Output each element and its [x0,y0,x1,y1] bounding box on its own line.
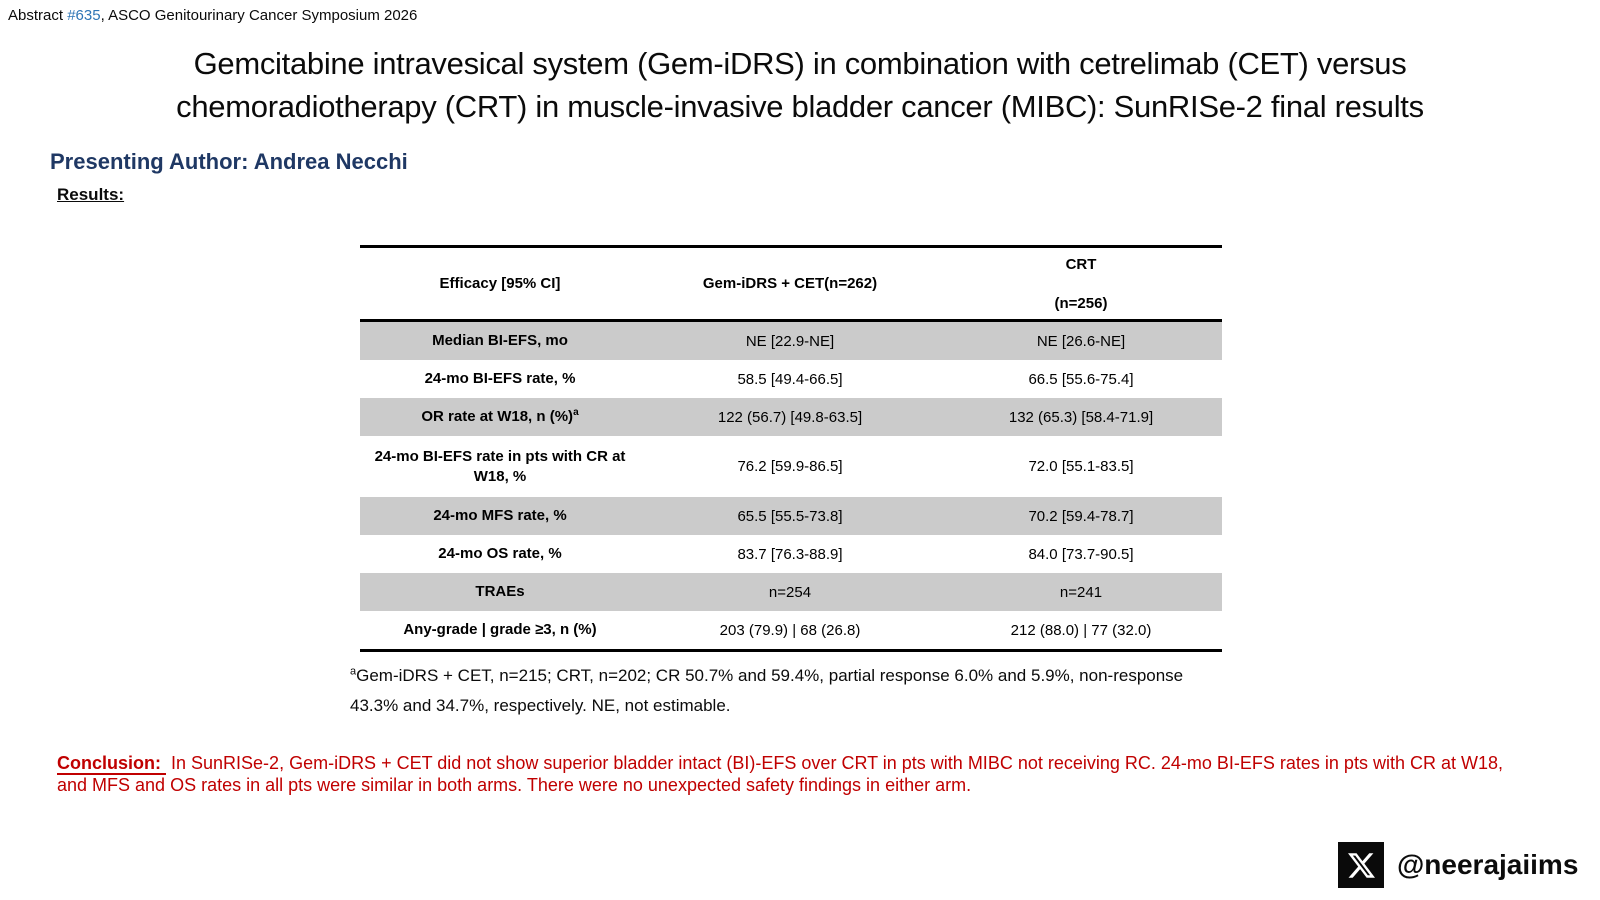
crt-value: NE [26.6-NE] [1036,332,1126,350]
conclusion: Conclusion: In SunRISe-2, Gem-iDRS + CET… [57,752,1515,796]
gem-value: 65.5 [55.5-73.8] [737,507,843,525]
row-label: 24-mo MFS rate, % [433,507,567,524]
table-body: Median BI-EFS, mo NE [22.9-NE] NE [26.6-… [360,322,1222,652]
gem-value: 203 (79.9) | 68 (26.8) [719,621,861,639]
title-line-2: chemoradiotherapy (CRT) in muscle-invasi… [176,89,1424,124]
x-logo-icon [1347,852,1375,878]
conclusion-label: Conclusion: [57,753,166,775]
abstract-reference: Abstract #635, ASCO Genitourinary Cancer… [8,7,417,24]
row-label: 24-mo OS rate, % [438,545,562,562]
gem-value: 83.7 [76.3-88.9] [737,545,843,563]
header-cell-crt: CRT (n=256) [940,248,1222,319]
x-logo-badge [1338,842,1384,888]
crt-value: 132 (65.3) [58.4-71.9] [1008,408,1154,426]
social-handle-block: @neerajaiims [1338,842,1578,888]
twitter-handle: @neerajaiims [1397,849,1579,880]
page-title: Gemcitabine intravesical system (Gem-iDR… [0,42,1600,128]
results-heading: Results: [57,185,125,204]
crt-value: 84.0 [73.7-90.5] [1028,545,1134,563]
header-cell-crt-line1: CRT [1065,255,1097,273]
abstract-suffix: , ASCO Genitourinary Cancer Symposium 20… [100,7,418,24]
gem-value: NE [22.9-NE] [745,332,835,350]
gem-value: 58.5 [49.4-66.5] [737,370,843,388]
gem-value: 76.2 [59.9-86.5] [737,458,843,475]
header-cell-crt-line2: (n=256) [1054,294,1108,312]
table-row: 24-mo BI-EFS rate, % 58.5 [49.4-66.5] 66… [360,360,1222,398]
table-header-row: Efficacy [95% CI] Gem-iDRS + CET(n=262) … [360,245,1222,322]
table-row: OR rate at W18, n (%)a 122 (56.7) [49.8-… [360,398,1222,436]
crt-value: 212 (88.0) | 77 (32.0) [1010,621,1152,639]
results-table: Efficacy [95% CI] Gem-iDRS + CET(n=262) … [360,245,1222,652]
header-cell-efficacy-label: Efficacy [95% CI] [439,275,561,292]
crt-value: 70.2 [59.4-78.7] [1028,507,1134,525]
presenting-author: Presenting Author: Andrea Necchi [50,149,408,174]
table-row: 24-mo OS rate, % 83.7 [76.3-88.9] 84.0 [… [360,535,1222,573]
row-label: Median BI-EFS, mo [432,332,568,349]
row-label: 24-mo BI-EFS rate in pts with CR at W18,… [374,447,626,485]
abstract-number-link[interactable]: #635 [67,7,101,24]
header-cell-gem: Gem-iDRS + CET(n=262) [640,248,940,319]
crt-value: 72.0 [55.1-83.5] [1028,458,1134,475]
gem-value: n=254 [768,583,812,601]
table-row: Median BI-EFS, mo NE [22.9-NE] NE [26.6-… [360,322,1222,360]
footnote-superscript: a [350,665,357,678]
table-row: TRAEs n=254 n=241 [360,573,1222,611]
crt-value: n=241 [1059,583,1103,601]
conclusion-text: In SunRISe-2, Gem-iDRS + CET did not sho… [57,753,1503,795]
table-row: 24-mo BI-EFS rate in pts with CR at W18,… [360,436,1222,497]
abstract-prefix: Abstract [8,7,68,24]
row-label: Any-grade | grade ≥3, n (%) [403,621,597,638]
table-row: 24-mo MFS rate, % 65.5 [55.5-73.8] 70.2 … [360,497,1222,535]
row-label: OR rate at W18, n (%)a [360,405,640,429]
row-label-text: OR rate at W18, n (%) [421,408,574,425]
title-line-1: Gemcitabine intravesical system (Gem-iDR… [193,46,1407,81]
table-row: Any-grade | grade ≥3, n (%) 203 (79.9) |… [360,611,1222,649]
gem-value: 122 (56.7) [49.8-63.5] [717,408,863,426]
row-label: 24-mo BI-EFS rate, % [424,370,576,387]
header-cell-gem-label: Gem-iDRS + CET(n=262) [702,275,878,292]
footnote-line-2: 43.3% and 34.7%, respectively. NE, not e… [350,696,731,715]
table-footnote: aGem-iDRS + CET, n=215; CRT, n=202; CR 5… [350,661,1183,721]
header-cell-efficacy: Efficacy [95% CI] [360,248,640,319]
footnote-marker: a [573,407,579,418]
crt-value: 66.5 [55.6-75.4] [1028,370,1134,388]
footnote-line-1: Gem-iDRS + CET, n=215; CRT, n=202; CR 50… [356,666,1184,685]
row-label: TRAEs [475,583,525,600]
